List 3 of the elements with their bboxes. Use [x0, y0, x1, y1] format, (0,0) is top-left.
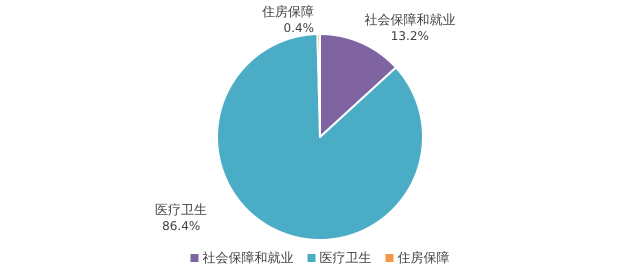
legend-label: 医疗卫生	[320, 251, 372, 266]
legend-label: 社会保障和就业	[202, 251, 294, 266]
legend-label: 住房保障	[396, 250, 450, 266]
